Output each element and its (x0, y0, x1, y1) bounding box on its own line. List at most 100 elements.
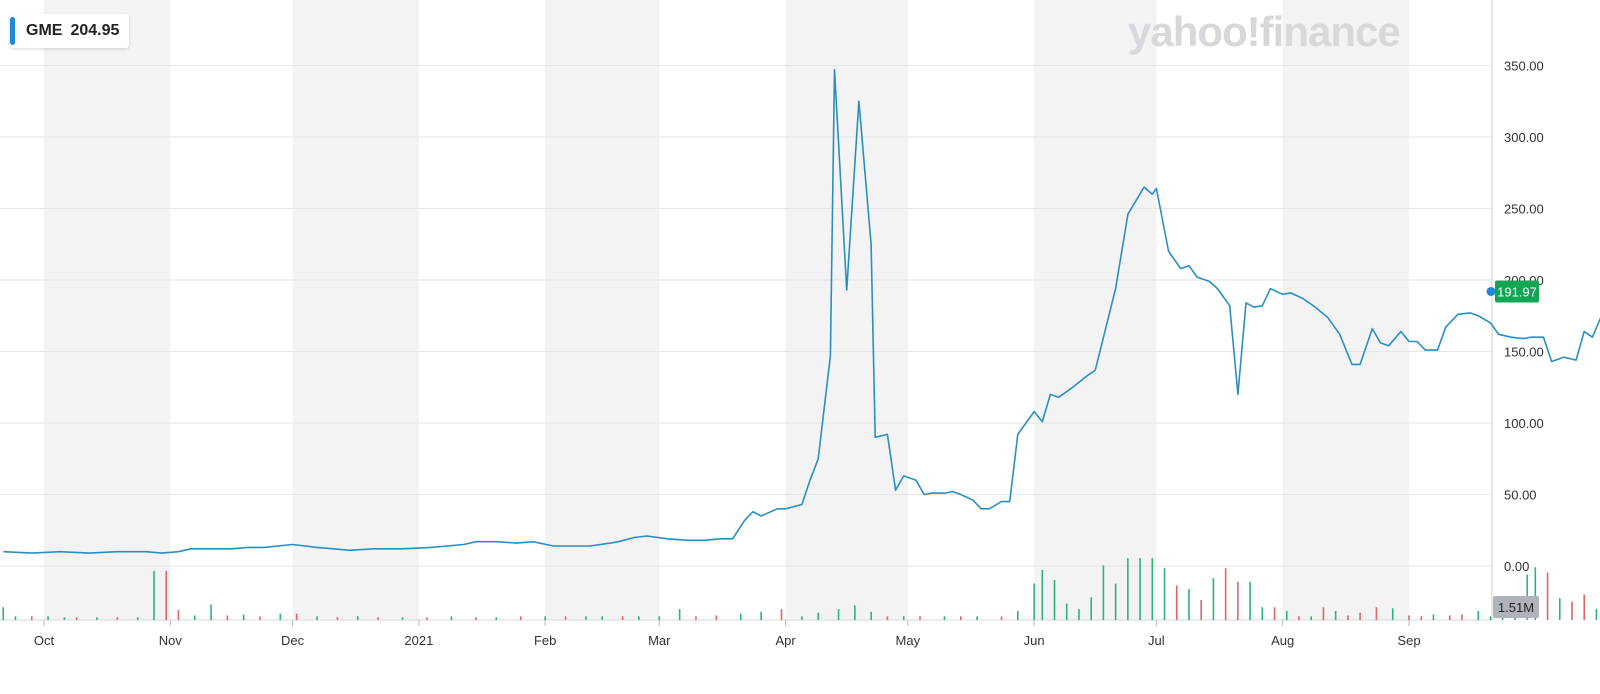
volume-bar (658, 616, 661, 620)
volume-bar (959, 616, 962, 620)
volume-bar (1175, 585, 1178, 620)
volume-bar (695, 616, 697, 620)
volume-bar (760, 611, 762, 620)
volume-bar (621, 616, 624, 620)
volume-bar (96, 617, 98, 620)
volume-label: 1.51M (1498, 600, 1534, 615)
volume-bar (943, 616, 946, 620)
volume-bar (1595, 609, 1598, 620)
y-tick-label: 300.00 (1504, 130, 1544, 145)
volume-bar (1017, 610, 1019, 620)
last-value-badge (1495, 280, 1539, 303)
volume-bar (1322, 607, 1325, 620)
volume-bar (356, 616, 359, 620)
volume-bar (377, 617, 379, 620)
volume-bar (544, 616, 546, 620)
volume-bar (919, 616, 921, 620)
volume-bar (136, 617, 139, 620)
volume-bar (1033, 583, 1035, 620)
month-band (545, 0, 660, 620)
volume-bar (1489, 616, 1492, 620)
volume-bar (165, 570, 168, 620)
brand-watermark: yahoo!finance (1128, 8, 1401, 55)
y-tick-label: 150.00 (1504, 345, 1544, 360)
ticker-legend[interactable]: GME 204.95 (10, 14, 130, 48)
volume-bar (1347, 615, 1349, 620)
volume-badge (1493, 596, 1539, 618)
last-price-dot (1486, 286, 1496, 296)
volume-bar (1285, 610, 1288, 620)
x-tick-label: 2021 (404, 633, 433, 648)
y-tick-label: 100.00 (1504, 416, 1544, 431)
volume-bar (226, 615, 229, 620)
volume-bar (1000, 616, 1003, 620)
volume-bar (564, 616, 567, 620)
volume-bar (14, 616, 17, 620)
x-tick-label: Jun (1024, 633, 1045, 648)
month-band (785, 0, 908, 620)
volume-bar (401, 617, 404, 620)
x-tick-label: Mar (648, 633, 671, 648)
volume-bar (1273, 607, 1276, 620)
volume-bar (177, 609, 180, 620)
volume-bar (1163, 568, 1166, 620)
x-tick-label: Oct (34, 633, 55, 648)
volume-bar (1188, 589, 1190, 620)
volume-bar (1127, 558, 1129, 620)
volume-bar (279, 613, 282, 620)
x-tick-label: Apr (775, 633, 796, 648)
volume-bar (1053, 579, 1056, 620)
volume-bar (678, 609, 681, 620)
volume-bar (1065, 603, 1068, 620)
volume-bar (1310, 616, 1313, 620)
volume-bar (1420, 616, 1423, 620)
volume-bar (1375, 607, 1378, 620)
volume-bar (1114, 583, 1117, 620)
volume-bar (1102, 565, 1105, 620)
volume-bar (1448, 615, 1451, 620)
volume-bar (854, 605, 856, 620)
volume-bar (1224, 568, 1227, 620)
volume-bar (1249, 581, 1251, 620)
x-tick-label: Nov (159, 633, 183, 648)
volume-bar (1139, 558, 1141, 620)
volume-bar (976, 616, 978, 620)
month-band (44, 0, 171, 620)
volume-bar (886, 616, 889, 620)
volume-bar (210, 604, 212, 620)
y-tick-label: 250.00 (1504, 202, 1544, 217)
month-band (1282, 0, 1409, 620)
volume-bar (519, 616, 522, 620)
price-line (3, 69, 1600, 554)
volume-bar (116, 617, 119, 620)
volume-bar (242, 614, 245, 620)
volume-bar (1090, 597, 1092, 620)
volume-bar (153, 570, 155, 620)
volume-bar (601, 616, 604, 620)
volume-bar (1151, 558, 1154, 620)
volume-bar (1546, 572, 1549, 620)
series-color-marker (10, 17, 15, 45)
volume-bar (1298, 616, 1300, 620)
month-band (292, 0, 419, 620)
volume-bar (817, 612, 819, 620)
x-tick-label: May (896, 633, 921, 648)
x-tick-label: Dec (281, 633, 305, 648)
volume-bar (780, 609, 783, 620)
volume-bar (715, 615, 718, 620)
last-value-label: 191.97 (1497, 284, 1537, 299)
x-tick-label: Aug (1271, 633, 1294, 648)
volume-bar (30, 616, 33, 620)
x-tick-label: Feb (534, 633, 556, 648)
volume-bar (1461, 614, 1463, 620)
volume-bar (295, 613, 298, 620)
volume-bar (75, 617, 78, 620)
volume-bar (1571, 601, 1573, 620)
volume-bar (1261, 607, 1264, 620)
volume-bar (1408, 615, 1410, 620)
volume-bar (1477, 610, 1480, 620)
volume-bar (1078, 609, 1080, 620)
volume-bar (63, 617, 66, 620)
